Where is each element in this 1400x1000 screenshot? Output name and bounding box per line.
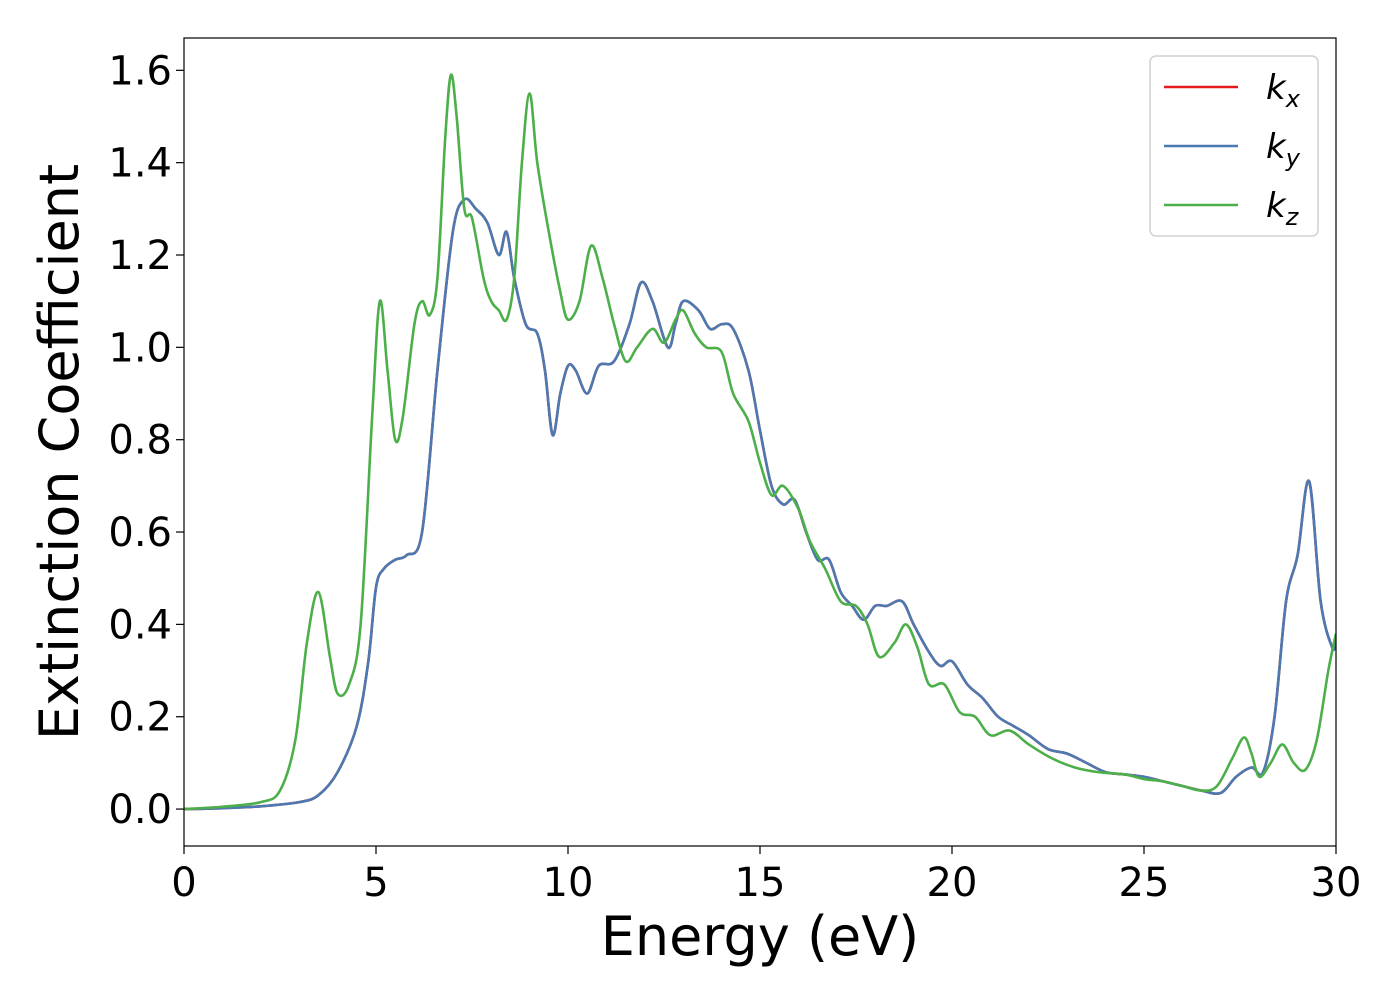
legend-label-k-y: ky: [1266, 127, 1301, 172]
x-tick-label: 5: [363, 860, 388, 906]
y-tick-label: 0.4: [108, 602, 172, 648]
y-tick-label: 1.0: [108, 325, 172, 371]
x-axis: 0 5 10 15 20 25 30: [171, 846, 1361, 906]
y-axis-label: Extinction Coefficient: [28, 164, 91, 740]
y-axis: 0.0 0.2 0.4 0.6 0.8 1.0 1.2 1.4 1.6: [108, 48, 184, 833]
y-tick-label: 0.0: [108, 787, 172, 833]
x-tick-label: 10: [543, 860, 594, 906]
x-tick-label: 25: [1119, 860, 1170, 906]
x-tick-label: 15: [735, 860, 786, 906]
x-tick-label: 0: [171, 860, 196, 906]
series-line-k-z: [184, 73, 1336, 811]
y-tick-label: 1.6: [108, 48, 172, 94]
legend: kx ky kz: [1149, 55, 1319, 237]
y-tick-label: 1.4: [108, 141, 172, 187]
legend-label-k-x: kx: [1266, 68, 1301, 113]
legend-label-k-z: kz: [1266, 186, 1300, 231]
y-tick-label: 0.8: [108, 418, 172, 464]
x-tick-label: 30: [1311, 860, 1362, 906]
series-layer: [184, 73, 1336, 811]
y-tick-label: 1.2: [108, 233, 172, 279]
y-tick-label: 0.6: [108, 510, 172, 556]
y-tick-label: 0.2: [108, 695, 172, 741]
x-axis-label: Energy (eV): [601, 905, 920, 968]
x-tick-label: 20: [927, 860, 978, 906]
